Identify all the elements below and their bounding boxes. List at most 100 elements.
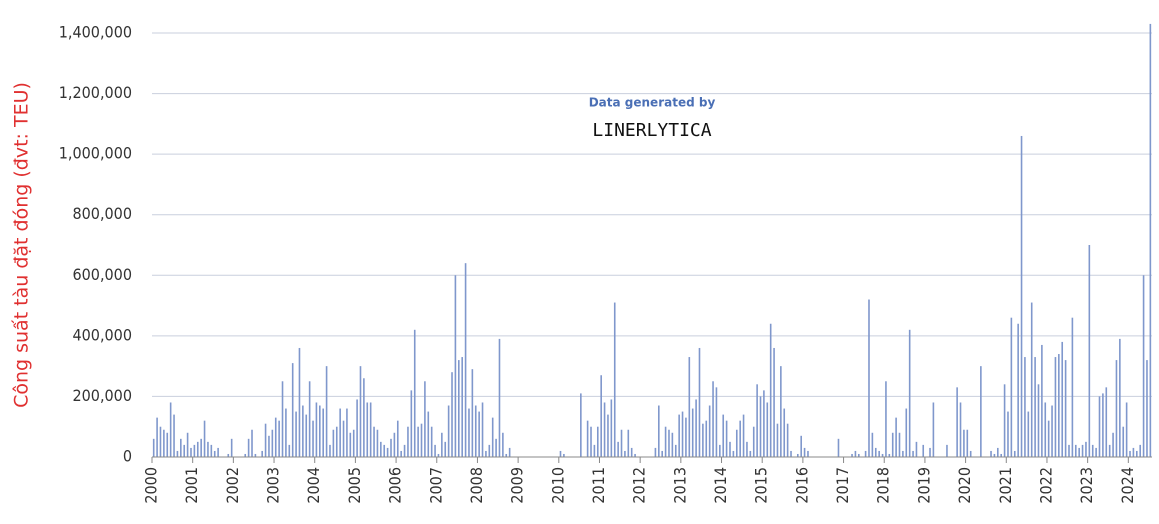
bar: [874, 447, 877, 457]
bar: [1061, 341, 1064, 457]
bar: [417, 426, 419, 457]
bar: [488, 444, 491, 457]
y-tick-label: 600,000: [72, 265, 132, 284]
bar: [261, 450, 263, 457]
bar: [315, 402, 318, 457]
bar: [956, 387, 958, 457]
bar: [722, 414, 725, 457]
bar: [434, 444, 436, 457]
bar: [854, 450, 857, 457]
bar: [285, 408, 287, 457]
bar: [807, 450, 809, 457]
bar: [1102, 393, 1104, 457]
bar: [1132, 447, 1135, 457]
bar: [990, 450, 992, 457]
bar: [1091, 444, 1094, 457]
bar: [871, 432, 874, 457]
bar: [766, 402, 769, 457]
bar: [305, 414, 308, 457]
bar: [1047, 420, 1050, 457]
bar: [1115, 360, 1118, 457]
bar: [166, 432, 169, 457]
bar: [752, 426, 755, 457]
bar: [1085, 441, 1087, 457]
bar: [346, 408, 348, 457]
bar: [1051, 405, 1053, 457]
bar: [695, 399, 697, 457]
bar: [308, 381, 311, 457]
bar: [658, 405, 660, 457]
bar: [288, 444, 291, 457]
bar: [888, 453, 891, 457]
bar: [1125, 402, 1128, 457]
bar: [678, 414, 680, 457]
bar: [1105, 387, 1108, 457]
y-axis-label: Công suất tàu đặt đóng (đvt: TEU): [11, 82, 33, 408]
bar: [725, 420, 728, 457]
bar: [383, 444, 386, 457]
bar: [837, 438, 840, 457]
bar: [590, 426, 592, 457]
bar: [420, 423, 423, 457]
bar: [268, 435, 270, 457]
bar: [908, 329, 911, 457]
bar: [627, 429, 630, 457]
bar: [1000, 453, 1002, 457]
x-tick-label: 2006: [386, 467, 405, 504]
bar: [1064, 360, 1067, 457]
bar: [424, 381, 426, 457]
x-tick-label: 2000: [142, 467, 161, 504]
bar: [912, 450, 914, 457]
x-tick-label: 2018: [874, 467, 893, 504]
bar: [603, 402, 606, 457]
bar: [1020, 135, 1023, 457]
bar: [156, 417, 158, 457]
bar: [1017, 323, 1019, 457]
bar: [254, 453, 257, 457]
bar: [1068, 444, 1070, 457]
bar: [1119, 338, 1121, 457]
bar: [905, 408, 908, 457]
y-tick-label: 1,000,000: [59, 144, 132, 163]
bar: [359, 366, 362, 457]
bar: [498, 338, 501, 457]
bar: [1078, 447, 1080, 457]
bar: [634, 453, 636, 457]
bar: [407, 426, 409, 457]
x-tick-label: 2002: [223, 467, 242, 504]
bar: [1007, 411, 1009, 457]
bar: [210, 444, 213, 457]
bar: [190, 447, 192, 457]
bar: [332, 429, 335, 457]
x-tick-label: 2008: [467, 467, 486, 504]
bar: [617, 441, 619, 457]
bar: [580, 393, 582, 457]
bar: [749, 450, 752, 457]
bar: [437, 453, 440, 457]
bar: [302, 405, 304, 457]
bar: [213, 450, 216, 457]
bar: [698, 347, 701, 457]
bar: [756, 384, 758, 457]
bar: [335, 426, 338, 457]
bar: [966, 429, 969, 457]
bar: [959, 402, 962, 457]
bar: [1044, 402, 1047, 457]
bar: [586, 420, 589, 457]
bar: [342, 420, 345, 457]
bar: [430, 426, 433, 457]
bar: [1129, 450, 1131, 457]
bar: [471, 369, 474, 457]
bar: [291, 363, 294, 457]
y-tick-label: 0: [123, 447, 132, 466]
bar: [735, 429, 738, 457]
y-tick-label: 1,400,000: [59, 23, 132, 42]
bar: [607, 414, 609, 457]
bar: [444, 441, 447, 457]
bar: [969, 450, 972, 457]
y-tick-label: 800,000: [72, 204, 132, 223]
x-tick-label: 2019: [914, 467, 933, 504]
bar: [732, 450, 735, 457]
x-tick-label: 2007: [426, 467, 445, 504]
bar: [464, 263, 467, 457]
